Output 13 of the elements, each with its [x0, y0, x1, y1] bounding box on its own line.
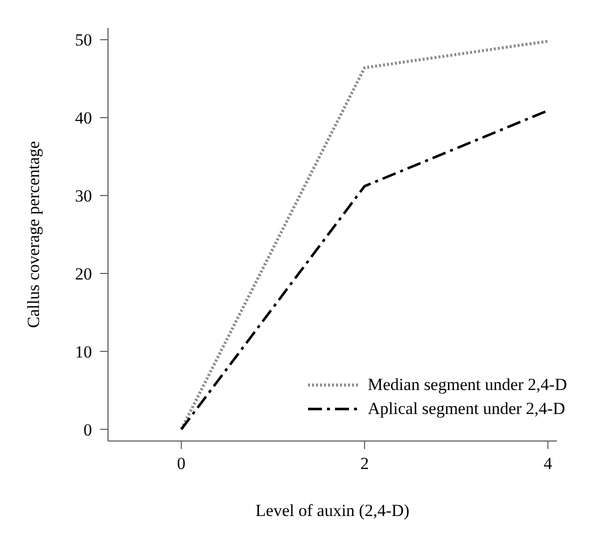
y-tick-label: 10 [75, 342, 92, 362]
legend-label: Median segment under 2,4-D [368, 374, 567, 396]
x-axis-title: Level of auxin (2,4-D) [256, 501, 410, 520]
y-tick-label: 0 [84, 420, 92, 440]
y-axis-title: Callus coverage percentage [24, 141, 44, 328]
legend-label: Aplical segment under 2,4-D [368, 398, 566, 420]
y-tick-label: 40 [75, 108, 92, 128]
x-tick-label: 2 [360, 454, 369, 474]
x-tick-label: 0 [177, 454, 186, 474]
y-tick-label: 30 [75, 186, 92, 206]
y-tick-label: 20 [75, 264, 92, 284]
y-tick-label: 50 [75, 30, 92, 50]
x-tick-label: 4 [544, 454, 553, 474]
